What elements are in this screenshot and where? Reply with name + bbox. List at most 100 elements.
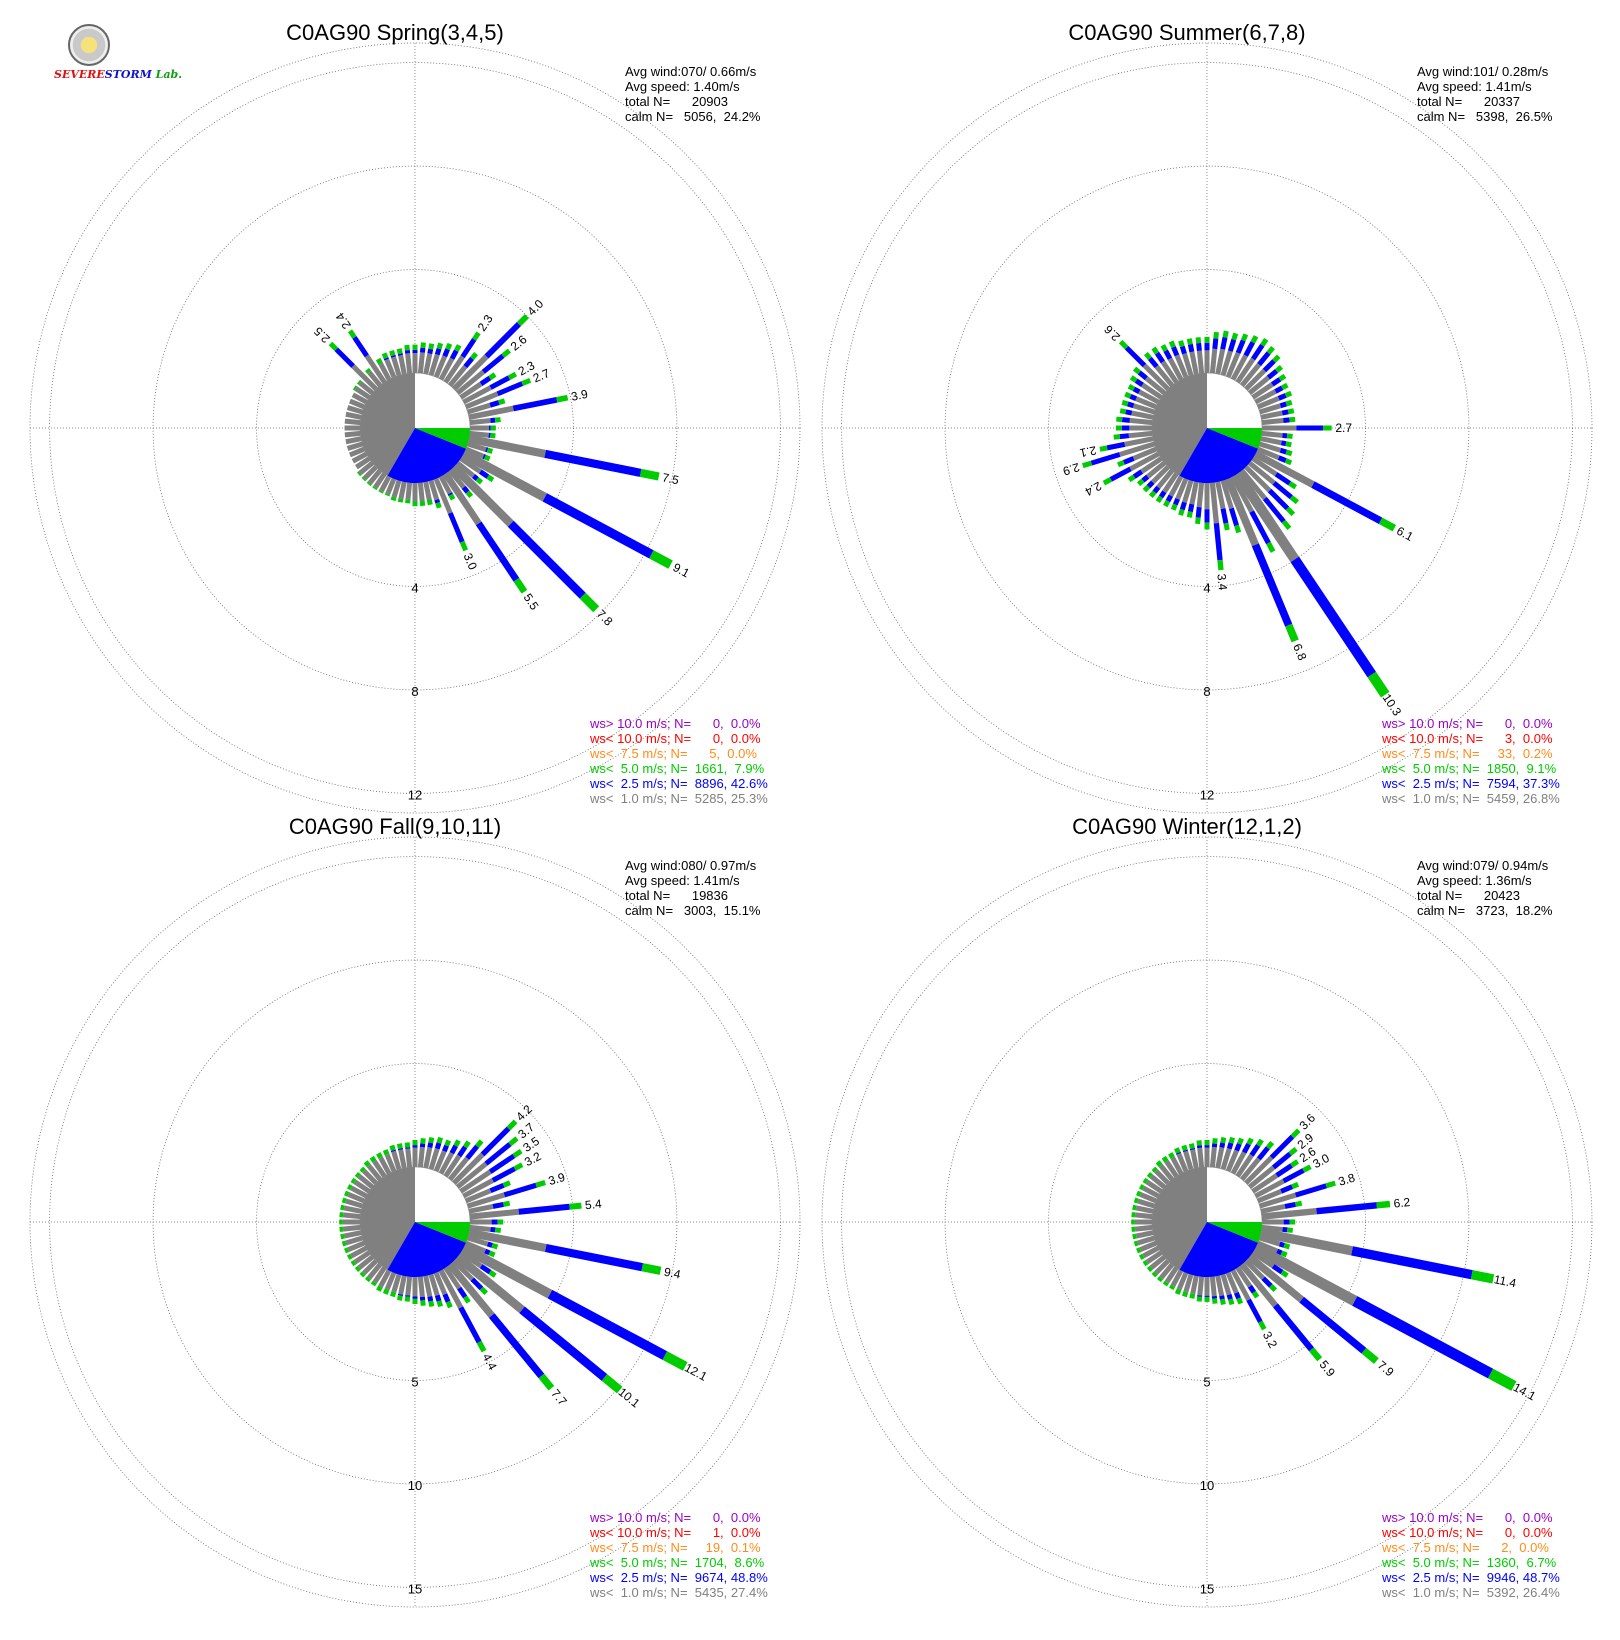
bar-segment-lt-5-0	[1155, 495, 1164, 504]
bar-segment-lt-2-5	[457, 1286, 468, 1299]
sector-value-label: 9.1	[671, 560, 693, 580]
sector-value-label: 2.6	[1101, 322, 1123, 344]
sector-bar	[404, 1142, 413, 1168]
bar-segment-calm	[1132, 446, 1158, 461]
bar-segment-lt-5-0	[344, 1190, 350, 1197]
bar-segment-calm	[1134, 1212, 1153, 1220]
bar-segment-calm	[1170, 1156, 1184, 1175]
sector-bar	[442, 471, 528, 594]
bar-segment-lt-5-0	[1287, 1227, 1293, 1233]
bar-segment-lt-5-0	[390, 496, 397, 502]
bar-segment-calm	[405, 482, 413, 501]
bar-segment-lt-2-5	[1262, 496, 1286, 524]
bar-segment-calm	[1142, 1245, 1160, 1259]
bar-segment-calm	[1261, 1208, 1317, 1220]
bar-segment-lt-5-0	[506, 1119, 518, 1131]
bar-segment-calm	[1189, 351, 1199, 375]
sector-bar	[1258, 399, 1293, 415]
bar-segment-lt-5-0	[435, 502, 442, 509]
bar-segment-lt-5-0	[350, 1260, 357, 1267]
bar-segment-lt-2-5	[1163, 349, 1173, 360]
bar-segment-lt-5-0	[381, 352, 389, 359]
bar-segment-lt-2-5	[1119, 433, 1130, 440]
sector-bar	[464, 377, 532, 410]
bar-segment-lt-2-5	[1226, 1142, 1234, 1150]
bar-segment-calm	[1209, 482, 1220, 524]
bar-segment-calm	[417, 1146, 425, 1168]
sector-bar	[1156, 1262, 1175, 1283]
sector-bar	[468, 394, 569, 421]
bar-segment-lt-2-5	[383, 357, 389, 361]
sector-bar	[396, 1275, 407, 1301]
calm-wedge	[360, 1167, 415, 1270]
bar-segment-lt-5-0	[1151, 346, 1160, 355]
sector-bar	[344, 418, 361, 426]
sector-bar	[1254, 1164, 1312, 1199]
bar-segment-calm	[1131, 410, 1154, 420]
bar-segment-lt-5-0	[1195, 517, 1201, 525]
sector-bar	[466, 1235, 499, 1250]
legend-entry: ws> 10.0 m/s; N= 0, 0.0%	[589, 716, 761, 731]
bar-segment-lt-5-0	[1118, 339, 1129, 350]
bar-segment-calm	[1235, 1266, 1253, 1288]
bar-segment-lt-2-5	[1132, 469, 1144, 479]
bar-segment-lt-2-5	[1272, 481, 1293, 500]
sector-bar	[466, 1180, 546, 1209]
bar-segment-calm	[398, 1275, 407, 1295]
bar-segment-lt-5-0	[495, 1227, 501, 1233]
bar-segment-lt-5-0	[375, 357, 383, 365]
sector-bar	[348, 446, 366, 458]
bar-segment-lt-5-0	[366, 481, 372, 487]
bar-segment-lt-5-0	[344, 1247, 350, 1254]
sector-bar	[464, 1240, 496, 1258]
bar-segment-calm	[1145, 1250, 1163, 1265]
bar-segment-lt-5-0	[1376, 1200, 1391, 1209]
bar-segment-lt-5-0	[475, 1139, 484, 1148]
bar-segment-calm	[1258, 1235, 1281, 1247]
sector-bar	[1256, 1181, 1300, 1204]
bar-segment-lt-5-0	[1290, 1159, 1300, 1168]
bar-segment-lt-5-0	[538, 1373, 555, 1391]
sector-bar	[1239, 1140, 1275, 1182]
sector-bar	[1133, 1197, 1156, 1209]
bar-segment-calm	[1189, 481, 1199, 505]
bar-segment-lt-5-0	[1251, 1290, 1260, 1299]
bar-segment-calm	[1167, 357, 1184, 381]
bar-segment-lt-5-0	[420, 342, 426, 349]
sector-bar	[1235, 1266, 1260, 1299]
bar-segment-calm	[459, 1250, 483, 1269]
sector-bar	[1161, 1155, 1179, 1178]
bar-segment-calm	[391, 479, 402, 498]
bar-segment-lt-2-5	[1352, 1296, 1494, 1379]
bar-segment-lt-5-0	[465, 490, 474, 499]
bar-segment-lt-2-5	[449, 349, 459, 360]
sector-bar	[1146, 1171, 1167, 1190]
bar-segment-calm	[1258, 1192, 1297, 1209]
bar-segment-lt-5-0	[420, 1138, 426, 1144]
bar-segment-lt-2-5	[1171, 346, 1180, 357]
bar-segment-lt-2-5	[1241, 1142, 1251, 1154]
bar-segment-calm	[428, 479, 440, 501]
bar-segment-lt-2-5	[442, 1293, 451, 1303]
bar-segment-calm	[468, 1204, 494, 1214]
bar-segment-lt-2-5	[1280, 1184, 1294, 1194]
bar-segment-calm	[1224, 477, 1259, 547]
bar-segment-lt-5-0	[1258, 1320, 1267, 1331]
bar-segment-lt-5-0	[1280, 1250, 1288, 1258]
bar-segment-lt-5-0	[1217, 559, 1224, 571]
sector-bar	[1099, 436, 1154, 452]
bar-segment-lt-2-5	[484, 1142, 512, 1166]
bar-segment-lt-5-0	[1291, 1181, 1300, 1190]
sector-bar	[1230, 1137, 1254, 1175]
sector-bar	[389, 1144, 402, 1171]
sector-bar	[468, 434, 660, 481]
bar-segment-lt-5-0	[372, 485, 378, 491]
legend-entry: ws< 7.5 m/s; N= 5, 0.0%	[589, 746, 757, 761]
bar-segment-calm	[1252, 1243, 1358, 1306]
bar-segment-lt-5-0	[1136, 1247, 1142, 1254]
bar-segment-lt-2-5	[465, 1144, 480, 1160]
sector-value-label: 7.8	[594, 607, 616, 629]
sector-bar	[1215, 1275, 1226, 1305]
bar-segment-lt-5-0	[1285, 399, 1293, 407]
bar-segment-lt-5-0	[1212, 1298, 1218, 1304]
